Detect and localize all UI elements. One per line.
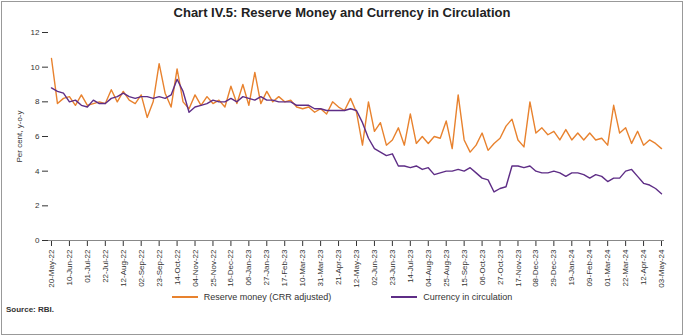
svg-text:21-Apr-23: 21-Apr-23	[334, 249, 343, 285]
svg-text:02-Sep-22: 02-Sep-22	[137, 249, 146, 287]
html-text:Reserve money (CRR adjusted): Reserve money (CRR adjusted)	[203, 292, 332, 302]
svg-text:01-Mar-24: 01-Mar-24	[603, 249, 612, 286]
svg-text:0: 0	[35, 236, 40, 245]
svg-text:Per cent, y-o-y: Per cent, y-o-y	[15, 110, 24, 162]
svg-text:19-Jan-24: 19-Jan-24	[567, 249, 576, 286]
svg-text:14-Jul-23: 14-Jul-23	[406, 249, 415, 283]
svg-text:02-Jun-23: 02-Jun-23	[370, 249, 379, 286]
svg-text:15-Sep-23: 15-Sep-23	[460, 249, 469, 287]
svg-text:03-May-24: 03-May-24	[657, 249, 666, 288]
svg-text:23-Jun-23: 23-Jun-23	[388, 249, 397, 286]
svg-text:6: 6	[35, 132, 40, 141]
svg-text:10-Mar-23: 10-Mar-23	[298, 249, 307, 286]
svg-text:10-Jun-22: 10-Jun-22	[65, 249, 74, 286]
svg-text:25-Aug-23: 25-Aug-23	[442, 249, 451, 287]
svg-text:08-Dec-23: 08-Dec-23	[531, 249, 540, 287]
svg-text:4: 4	[35, 167, 40, 176]
html-text:Currency in circulation: Currency in circulation	[423, 292, 513, 302]
svg-text:17-Feb-23: 17-Feb-23	[280, 249, 289, 286]
svg-text:25-Nov-22: 25-Nov-22	[209, 249, 218, 287]
svg-text:12-Aug-22: 12-Aug-22	[119, 249, 128, 287]
svg-text:12: 12	[31, 28, 40, 37]
svg-text:09-Feb-24: 09-Feb-24	[585, 249, 594, 286]
svg-text:04-Aug-23: 04-Aug-23	[424, 249, 433, 287]
svg-text:06-Oct-23: 06-Oct-23	[478, 249, 487, 285]
svg-text:23-Sep-22: 23-Sep-22	[155, 249, 164, 287]
svg-text:04-Nov-22: 04-Nov-22	[191, 249, 200, 287]
svg-text:2: 2	[35, 201, 40, 210]
svg-text:20-May-22: 20-May-22	[47, 249, 56, 288]
svg-text:27-Oct-23: 27-Oct-23	[496, 249, 505, 285]
svg-text:31-Mar-23: 31-Mar-23	[316, 249, 325, 286]
svg-text:06-Jan-23: 06-Jan-23	[244, 249, 253, 286]
html-text:Source: RBI.: Source: RBI.	[6, 305, 54, 314]
svg-text:22-Mar-24: 22-Mar-24	[621, 249, 630, 286]
svg-text:10: 10	[31, 63, 40, 72]
svg-text:22-Jul-22: 22-Jul-22	[101, 249, 110, 283]
svg-text:27-Jan-23: 27-Jan-23	[262, 249, 271, 286]
svg-text:14-Oct-22: 14-Oct-22	[173, 249, 182, 285]
svg-text:29-Dec-23: 29-Dec-23	[549, 249, 558, 287]
svg-text:12-May-23: 12-May-23	[352, 249, 361, 288]
svg-text:12-Apr-24: 12-Apr-24	[639, 249, 648, 285]
html-text:Chart IV.5: Reserve Money and: Chart IV.5: Reserve Money and Currency i…	[173, 5, 511, 20]
svg-text:8: 8	[35, 97, 40, 106]
svg-text:16-Dec-22: 16-Dec-22	[226, 249, 235, 287]
svg-text:01-Jul-22: 01-Jul-22	[83, 249, 92, 283]
svg-text:17-Nov-23: 17-Nov-23	[514, 249, 523, 287]
